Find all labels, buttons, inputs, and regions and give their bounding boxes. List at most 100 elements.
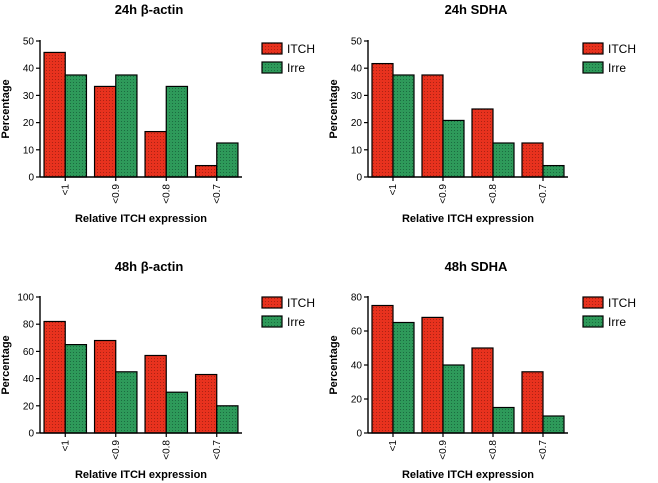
bar-itch-1 (371, 304, 394, 434)
y-axis-label: Percentage (328, 79, 340, 138)
x-tick-label: <1 (60, 184, 71, 196)
legend-label-itch: ITCH (608, 42, 636, 56)
x-tick-label: <0.8 (161, 440, 172, 460)
bar-irre-3 (165, 85, 189, 178)
bar-irre-2 (115, 371, 138, 434)
x-tick-label: <1 (388, 440, 399, 452)
y-tick-label: 10 (351, 145, 363, 156)
bar-itch-2 (421, 74, 444, 178)
bar-itch-4 (194, 373, 218, 434)
y-tick-label: 40 (351, 361, 363, 372)
bar-irre-1 (64, 74, 88, 178)
y-tick-label: 80 (23, 320, 35, 331)
x-tick-label: <0.9 (111, 184, 122, 204)
bar-irre-2 (442, 119, 465, 178)
y-tick-label: 0 (28, 173, 34, 184)
legend: ITCH Irre (582, 296, 636, 329)
legend-swatch-irre (261, 61, 283, 74)
legend-label-irre: Irre (608, 61, 626, 75)
legend-swatch-itch (582, 296, 604, 309)
x-tick-label: <0.8 (161, 184, 172, 204)
bar-irre-3 (165, 391, 189, 434)
chart-title: 48h β-actin (115, 259, 184, 274)
bar-irre-1 (64, 344, 88, 434)
x-axis-label: Relative ITCH expression (75, 213, 207, 225)
bar-itch-3 (471, 347, 494, 434)
legend-swatch-itch (261, 296, 283, 309)
chart-panel-4: 48h SDHA Percentage 0 20 40 60 80 <1 <0.9 <0.8 <0.… (328, 259, 636, 481)
chart-title: 48h SDHA (445, 259, 508, 274)
bar-irre-1 (392, 74, 415, 178)
legend-label-itch: ITCH (608, 296, 636, 310)
x-tick-label: <0.9 (111, 440, 122, 460)
y-tick-label: 0 (356, 173, 362, 184)
bar-itch-3 (144, 354, 167, 434)
x-axis-label: Relative ITCH expression (75, 469, 207, 481)
legend: ITCH Irre (582, 42, 636, 75)
y-tick-label: 0 (28, 429, 34, 440)
legend-swatch-itch (582, 42, 604, 55)
legend-swatch-irre (261, 315, 283, 328)
y-tick-label: 30 (351, 91, 363, 102)
bar-itch-4 (521, 371, 544, 434)
chart-panel-3: 48h β-actin Percentage 0 20 40 60 80 100 <1 <0.9 <… (0, 259, 315, 481)
y-tick-label: 30 (23, 91, 35, 102)
chart-panel-1: 24h β-actin Percentage 0 10 20 30 40 50 <1 <0.9 <0… (0, 2, 315, 225)
bar-irre-3 (492, 142, 515, 178)
bar-itch-2 (93, 85, 117, 178)
y-tick-label: 20 (23, 118, 35, 129)
y-tick-label: 40 (23, 64, 35, 75)
x-tick-label: <0.9 (438, 184, 449, 204)
x-axis-label: Relative ITCH expression (402, 213, 534, 225)
bar-irre-4 (542, 164, 565, 178)
y-tick-label: 60 (351, 327, 363, 338)
y-axis-label: Percentage (328, 335, 340, 394)
y-tick-label: 100 (17, 293, 34, 304)
x-tick-label: <0.9 (438, 440, 449, 460)
bar-itch-1 (43, 320, 66, 434)
x-axis-label: Relative ITCH expression (402, 469, 534, 481)
bar-itch-4 (521, 142, 544, 178)
y-tick-label: 0 (356, 429, 362, 440)
y-tick-label: 60 (23, 347, 35, 358)
y-axis-label: Percentage (0, 335, 12, 394)
legend-label-itch: ITCH (287, 296, 315, 310)
bar-itch-1 (371, 62, 394, 178)
legend-swatch-itch (261, 42, 283, 55)
legend-swatch-irre (582, 315, 604, 328)
legend: ITCH Irre (261, 42, 315, 75)
bar-irre-4 (542, 415, 565, 434)
y-tick-label: 50 (23, 37, 35, 48)
legend: ITCH Irre (261, 296, 315, 329)
bar-itch-3 (144, 130, 167, 178)
y-tick-label: 50 (351, 37, 363, 48)
legend-swatch-irre (582, 61, 604, 74)
x-tick-label: <0.7 (212, 440, 223, 460)
bar-itch-4 (194, 164, 218, 178)
y-tick-label: 80 (351, 293, 363, 304)
chart-title: 24h β-actin (115, 2, 184, 17)
legend-label-itch: ITCH (287, 42, 315, 56)
bar-itch-1 (43, 51, 66, 178)
bar-irre-1 (392, 321, 415, 434)
chart-panel-2: 24h SDHA Percentage 0 10 20 30 40 50 <1 <0.9 <0.8 <… (328, 2, 636, 225)
x-tick-label: <0.7 (212, 184, 223, 204)
bar-itch-2 (421, 316, 444, 434)
bar-itch-2 (93, 339, 117, 434)
bar-irre-2 (115, 74, 138, 178)
y-tick-label: 20 (351, 118, 363, 129)
y-tick-label: 40 (351, 64, 363, 75)
legend-label-irre: Irre (287, 61, 305, 75)
y-tick-label: 20 (23, 401, 35, 412)
bar-irre-4 (216, 405, 239, 434)
bar-irre-4 (216, 142, 239, 178)
x-tick-label: <0.8 (488, 184, 499, 204)
x-tick-label: <0.8 (488, 440, 499, 460)
x-tick-label: <1 (60, 440, 71, 452)
y-tick-label: 40 (23, 374, 35, 385)
x-tick-label: <0.7 (538, 184, 549, 204)
bar-irre-2 (442, 364, 465, 434)
legend-label-irre: Irre (287, 315, 305, 329)
y-tick-label: 20 (351, 395, 363, 406)
